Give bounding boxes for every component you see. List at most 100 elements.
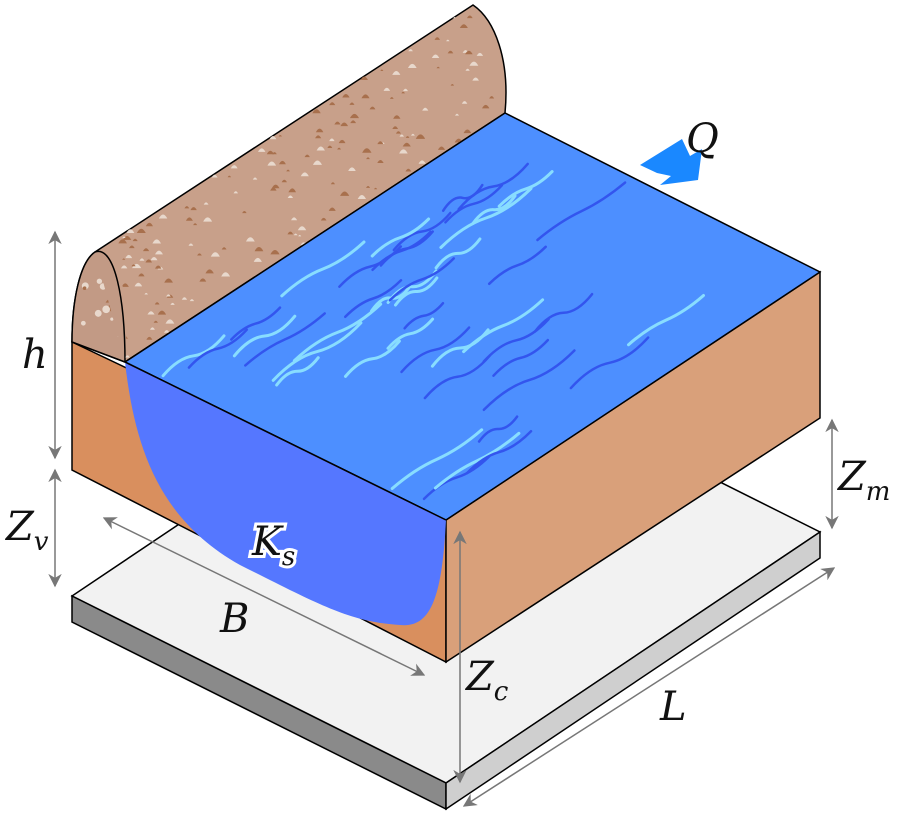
- pebble: [136, 228, 146, 234]
- ripple: [370, 217, 431, 258]
- label-zv: Zv: [4, 504, 49, 557]
- ripple: [627, 294, 705, 347]
- pebble: [450, 83, 455, 86]
- levee-end-cap: [71, 250, 126, 364]
- pebble: [94, 309, 102, 317]
- pebble: [125, 254, 133, 259]
- pebble: [300, 172, 309, 177]
- pebble: [405, 168, 412, 172]
- pebble: [399, 149, 408, 154]
- pebble: [465, 68, 470, 71]
- ripple: [465, 429, 533, 475]
- pebble: [330, 182, 335, 185]
- ripple: [497, 170, 554, 208]
- pebble: [312, 109, 321, 114]
- pebble: [138, 273, 145, 277]
- pebble: [80, 320, 86, 326]
- pebble: [461, 101, 468, 104]
- pebble: [434, 37, 441, 40]
- pebble: [476, 52, 484, 56]
- pebble: [348, 167, 356, 172]
- pebble: [407, 63, 417, 69]
- ripple: [434, 237, 482, 270]
- pebble: [158, 214, 168, 219]
- pebble: [271, 184, 280, 189]
- pebble: [466, 15, 473, 19]
- pebble: [211, 174, 218, 178]
- pebble: [129, 245, 135, 249]
- pebble: [455, 113, 460, 116]
- dimension-l: [462, 567, 836, 807]
- pebble: [267, 161, 277, 166]
- label-b: B: [219, 596, 249, 642]
- pebble: [446, 39, 450, 42]
- pebble: [281, 179, 287, 183]
- ripple: [536, 181, 627, 242]
- pebble: [145, 259, 153, 263]
- pebble: [392, 70, 401, 75]
- pebble: [134, 282, 143, 287]
- water-front-edge: [124, 361, 447, 521]
- pebble: [152, 239, 162, 244]
- pebble: [122, 236, 126, 239]
- ripple: [338, 245, 403, 288]
- pebble: [185, 217, 193, 221]
- pebble: [298, 234, 302, 237]
- pebble: [157, 310, 167, 315]
- pebble: [329, 102, 336, 106]
- pebble: [258, 148, 266, 152]
- pebble: [362, 148, 372, 153]
- pebble: [340, 122, 349, 127]
- pebble: [266, 150, 274, 155]
- pebble: [431, 54, 440, 59]
- label-h: h: [22, 332, 48, 378]
- pebble: [402, 88, 408, 92]
- pebble: [184, 206, 190, 209]
- dimension-lines: [48, 230, 839, 807]
- ripple: [533, 292, 594, 333]
- pebble: [401, 91, 405, 94]
- ripple: [187, 328, 249, 369]
- pebble: [287, 231, 294, 235]
- pebble: [405, 136, 410, 138]
- pebble: [357, 194, 367, 199]
- pebble: [203, 217, 213, 222]
- pebble: [150, 257, 158, 261]
- pebble: [120, 265, 128, 269]
- pebble: [337, 147, 342, 150]
- pebble: [193, 223, 198, 226]
- pebble: [366, 157, 370, 160]
- ripple: [386, 317, 435, 350]
- pebble: [293, 233, 298, 236]
- ripple: [569, 336, 650, 390]
- ripple: [492, 338, 550, 377]
- pebble: [110, 317, 114, 321]
- pebble: [122, 235, 132, 240]
- pebble: [253, 257, 262, 262]
- ripple: [477, 415, 519, 443]
- label-zc: Zc: [464, 654, 509, 707]
- pebble: [393, 115, 401, 119]
- pebble: [125, 355, 130, 358]
- ripple: [457, 162, 529, 211]
- pebble: [122, 258, 126, 260]
- pebble: [410, 133, 415, 136]
- pebble: [316, 146, 325, 151]
- pebble: [205, 269, 214, 274]
- pebble: [342, 94, 350, 98]
- ripple: [244, 312, 326, 367]
- pebble: [418, 160, 426, 164]
- pebble: [197, 253, 202, 256]
- pebble: [203, 202, 209, 205]
- pebble: [329, 138, 335, 142]
- ripple: [403, 301, 445, 330]
- flow-arrow-icon: [640, 139, 702, 185]
- ripple: [433, 431, 521, 490]
- pebble: [102, 305, 110, 314]
- pebble: [459, 24, 468, 29]
- pebble: [360, 76, 368, 80]
- pebble: [320, 217, 327, 221]
- pebble: [287, 195, 294, 199]
- pebble: [96, 278, 103, 284]
